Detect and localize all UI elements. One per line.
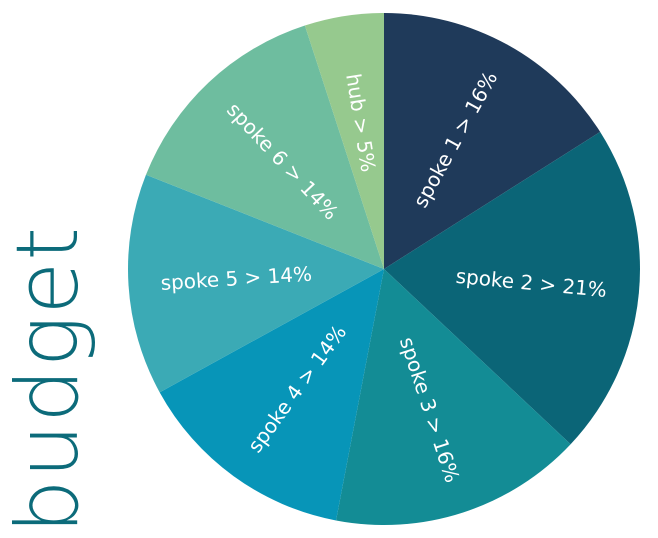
- pie-slice-4: [159, 269, 384, 521]
- pie-slice-5: [128, 174, 384, 393]
- pie-slice-1: [384, 13, 601, 269]
- pie-slice-3: [336, 269, 571, 525]
- pie-slice-6: [145, 25, 384, 270]
- pie-slices: [128, 13, 640, 525]
- pie-slice-7: [304, 13, 384, 269]
- pie-slice-2: [384, 131, 640, 445]
